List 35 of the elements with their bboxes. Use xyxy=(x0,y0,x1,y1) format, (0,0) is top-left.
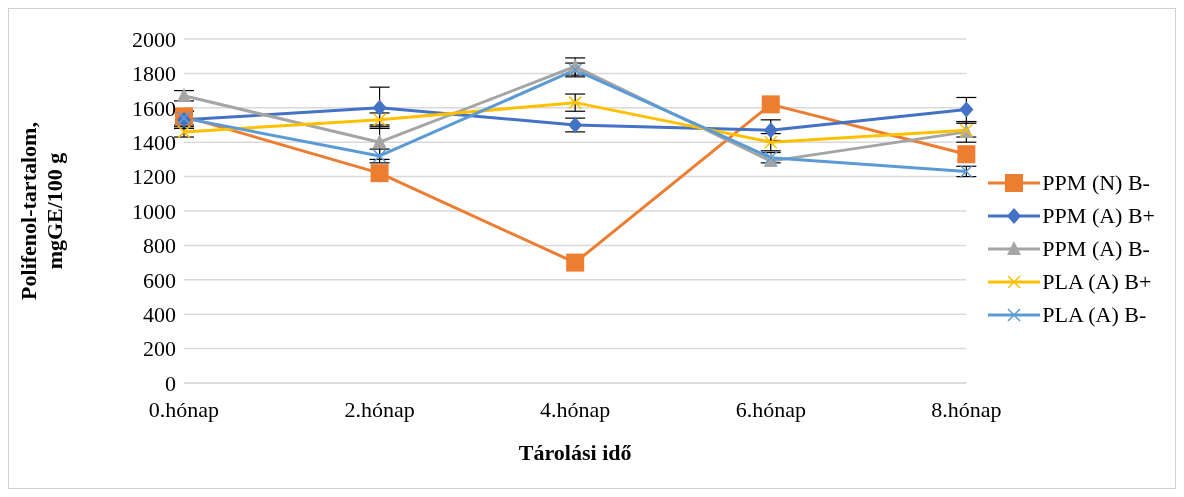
y-tick-label: 400 xyxy=(143,302,176,328)
legend-label: PPM (A) B+ xyxy=(1042,202,1155,229)
point xyxy=(566,253,585,272)
x-tick-label: 0.hónap xyxy=(148,396,220,422)
y-tick-label: 1000 xyxy=(132,198,176,224)
y-tick-label: 1800 xyxy=(132,61,176,87)
y-tick-label: 1200 xyxy=(132,164,176,190)
x-tick-label: 8.hónap xyxy=(931,396,1002,422)
y-tick-label: 1600 xyxy=(132,95,176,121)
point xyxy=(372,99,387,116)
point xyxy=(959,101,974,118)
point xyxy=(568,95,582,110)
x-tick-label: 2.hónap xyxy=(344,396,415,422)
y-tick-label: 600 xyxy=(143,267,176,293)
y-tick-label: 1400 xyxy=(132,130,176,156)
legend-label: PPM (A) B- xyxy=(1042,235,1150,262)
point xyxy=(957,145,976,164)
point xyxy=(761,95,780,114)
x-tick-label: 4.hónap xyxy=(540,396,611,422)
x-axis-title: Tárolási idő xyxy=(518,440,632,465)
y-tick-label: 2000 xyxy=(132,26,176,52)
point xyxy=(372,149,387,163)
point xyxy=(959,164,974,179)
point xyxy=(568,117,583,133)
y-axis-title: Polifenol-tartalom, mgGE/100 g xyxy=(16,122,67,300)
legend-label: PPM (N) B- xyxy=(1042,169,1150,196)
point xyxy=(370,164,389,183)
point xyxy=(177,87,191,102)
legend-label: PLA (A) B- xyxy=(1042,301,1147,328)
y-tick-label: 200 xyxy=(143,336,176,362)
y-tick-label: 800 xyxy=(143,233,176,259)
legend-label: PLA (A) B+ xyxy=(1042,268,1152,295)
x-tick-label: 6.hónap xyxy=(735,396,806,422)
point xyxy=(372,134,387,149)
y-tick-label: 0 xyxy=(165,370,176,396)
